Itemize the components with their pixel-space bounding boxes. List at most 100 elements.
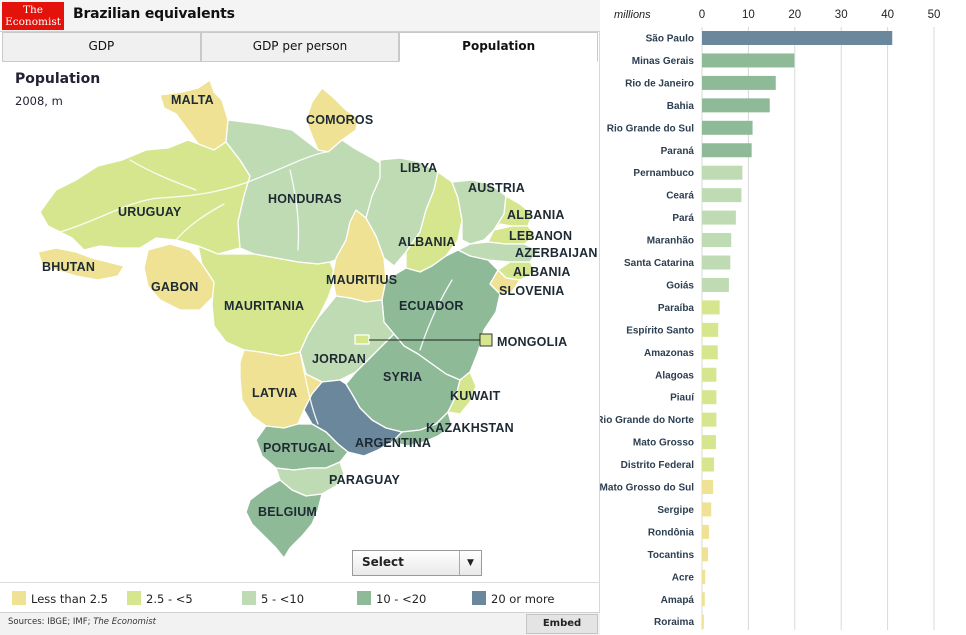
category-label: Rondônia	[648, 527, 695, 538]
bar	[702, 233, 732, 248]
category-label: Rio Grande do Norte	[600, 415, 694, 426]
state-select-dropdown[interactable]: Select ▼	[352, 550, 482, 576]
state-mato-grosso-do-sul[interactable]	[239, 349, 323, 429]
category-label: Santa Catarina	[624, 258, 694, 269]
category-label: Pernambuco	[633, 168, 694, 179]
map-label: PORTUGAL	[263, 441, 335, 455]
map-label: GABON	[151, 280, 199, 294]
tab-gdp[interactable]: GDP	[2, 32, 201, 62]
state-roraima[interactable]	[159, 79, 229, 151]
page-title: Brazilian equivalents	[73, 6, 235, 22]
map-label: MAURITIUS	[326, 273, 397, 287]
bar	[702, 614, 704, 629]
bar	[702, 120, 753, 135]
bar	[702, 98, 770, 113]
map-label: MONGOLIA	[497, 335, 567, 349]
legend-item: 10 - <20	[357, 591, 426, 607]
state-acre[interactable]	[37, 247, 125, 281]
x-tick-label: 50	[928, 9, 941, 21]
legend-label: 5 - <10	[261, 592, 305, 606]
map-label: LIBYA	[400, 161, 437, 175]
legend-item: 20 or more	[472, 591, 555, 607]
legend: Less than 2.5 2.5 - <5 5 - <10 10 - <20 …	[0, 582, 600, 612]
legend-item: 5 - <10	[242, 591, 304, 607]
state-espirito-santo[interactable]	[447, 371, 477, 415]
bar	[702, 53, 795, 68]
bar	[702, 390, 717, 405]
category-label: Sergipe	[657, 505, 694, 516]
map-label: MAURITANIA	[224, 299, 304, 313]
bar	[702, 412, 717, 427]
footer: Sources: IBGE; IMF; The Economist Embed	[0, 612, 600, 635]
map-label: BELGIUM	[258, 505, 317, 519]
bar	[702, 210, 736, 225]
bar	[702, 435, 716, 450]
category-label: Mato Grosso do Sul	[600, 483, 694, 494]
bar	[702, 143, 752, 158]
bar	[702, 457, 715, 472]
category-label: Distrito Federal	[621, 460, 695, 471]
category-label: Tocantins	[648, 550, 695, 561]
sao-francisco-river	[419, 279, 453, 351]
x-tick-label: 40	[881, 9, 894, 21]
category-label: Bahia	[667, 101, 695, 112]
sources-prefix: Sources: IBGE; IMF;	[8, 617, 94, 627]
bar	[702, 502, 712, 517]
bar	[702, 569, 706, 584]
brazil-map: MALTA COMOROS LIBYA AUSTRIA URUGUAY HOND…	[37, 79, 597, 559]
mongolia-swatch	[479, 333, 493, 347]
state-sao-paulo[interactable]	[303, 379, 403, 457]
amazon-river	[59, 151, 327, 233]
state-ceara[interactable]	[451, 179, 507, 245]
category-label: Paraíba	[658, 303, 695, 314]
category-label: Rio Grande do Sul	[607, 123, 694, 134]
state-amazonas[interactable]	[39, 139, 251, 255]
map-label: ALBANIA	[513, 265, 571, 279]
category-label: Goiás	[666, 280, 694, 291]
legend-item: 2.5 - <5	[127, 591, 193, 607]
map-label: LEBANON	[509, 229, 572, 243]
map-label: SYRIA	[383, 370, 422, 384]
category-label: Rio de Janeiro	[625, 78, 694, 89]
map-label: ARGENTINA	[355, 436, 431, 450]
tab-gdp-per-person[interactable]: GDP per person	[200, 32, 400, 62]
map-label: SLOVENIA	[499, 284, 565, 298]
bar	[702, 322, 719, 337]
category-label: Paraná	[661, 146, 695, 157]
x-tick-label: 10	[742, 9, 755, 21]
category-label: Ceará	[666, 191, 694, 202]
legend-label: 2.5 - <5	[146, 592, 193, 606]
legend-swatch	[472, 591, 486, 605]
negro-river	[129, 159, 197, 191]
bar	[702, 300, 720, 315]
x-tick-label: 20	[788, 9, 801, 21]
category-label: Alagoas	[655, 370, 694, 381]
bar-chart-panel: millions 0 10 20 30 40 50 São Paulo Minas Gerais…	[600, 0, 966, 635]
map-panel: The Economist Brazilian equivalents GDP …	[0, 0, 600, 635]
bar	[702, 31, 893, 45]
bar	[702, 367, 717, 382]
map-label: LATVIA	[252, 386, 297, 400]
category-label: São Paulo	[646, 34, 694, 45]
logo-line-2: Economist	[5, 16, 61, 28]
state-rio-de-janeiro[interactable]	[391, 411, 453, 447]
state-distrito-federal[interactable]	[354, 334, 370, 345]
legend-swatch	[127, 591, 141, 605]
category-label: Maranhão	[647, 236, 694, 247]
bar	[702, 480, 714, 494]
economist-logo[interactable]: The Economist	[2, 2, 64, 30]
legend-label: Less than 2.5	[31, 592, 108, 606]
tab-population[interactable]: Population	[399, 32, 599, 62]
bar	[702, 547, 709, 562]
madeira-river	[175, 203, 225, 241]
category-label: Amazonas	[644, 348, 694, 359]
map-label: JORDAN	[312, 352, 366, 366]
category-label: Pará	[672, 213, 694, 224]
state-rio-grande-do-sul[interactable]	[245, 479, 323, 559]
map-label: ECUADOR	[399, 299, 464, 313]
chevron-down-icon[interactable]: ▼	[459, 551, 481, 575]
state-rondonia[interactable]	[143, 243, 215, 311]
xingu-river	[289, 169, 300, 251]
embed-button[interactable]: Embed	[526, 614, 598, 634]
bar	[702, 524, 709, 539]
